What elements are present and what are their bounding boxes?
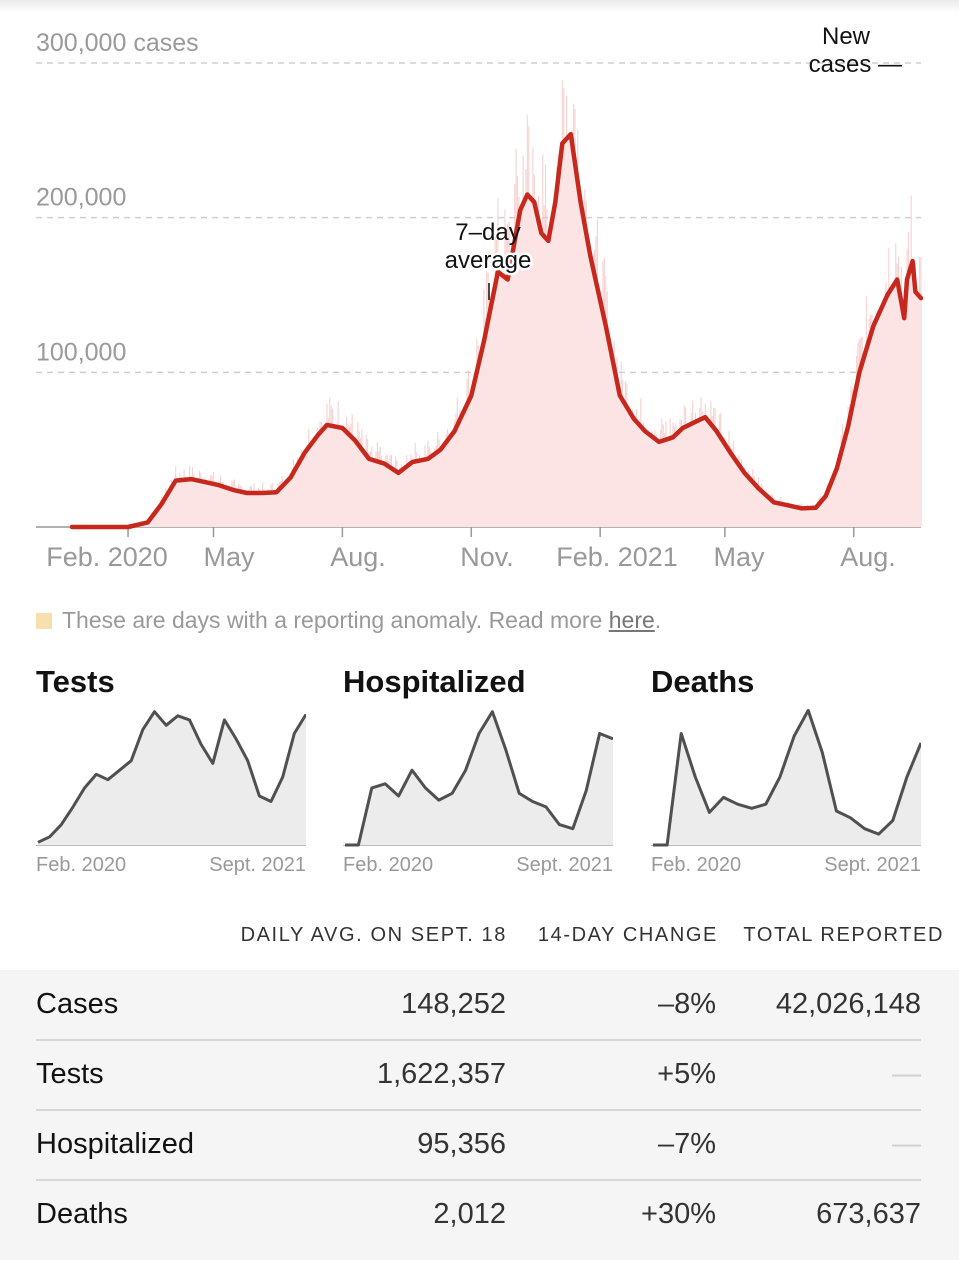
- summary-table: Cases 148,252 –8% 42,026,148 Tests 1,622…: [0, 970, 959, 1260]
- y-axis-labels: 300,000 cases 200,000 100,000: [36, 29, 199, 366]
- header-14-day-change: 14-DAY CHANGE: [537, 924, 718, 946]
- average-area: [72, 134, 921, 527]
- mini-chart-deaths: Deaths Feb. 2020 Sept. 2021: [651, 664, 941, 884]
- legend-text: These are days with a reporting anomaly.…: [62, 607, 603, 633]
- x-tick-label: Aug.: [840, 542, 896, 572]
- mini-x-start: Feb. 2020: [36, 854, 127, 876]
- mini-chart-hospitalized: Hospitalized Feb. 2020 Sept. 2021: [343, 664, 633, 884]
- y-tick-label: 200,000: [36, 184, 126, 212]
- anomaly-legend: These are days with a reporting anomaly.…: [36, 607, 661, 634]
- anomaly-swatch: [36, 612, 52, 629]
- average-annotation-line2: average: [445, 247, 532, 274]
- read-more-link[interactable]: here: [608, 607, 655, 633]
- new-cases-annotation-line1: New: [822, 23, 871, 50]
- y-tick-label: 100,000: [36, 338, 126, 366]
- row-change: +30%: [641, 1198, 716, 1230]
- table-row-tests: Tests 1,622,357 +5% —: [36, 1040, 921, 1111]
- x-tick-label: Feb. 2021: [556, 542, 678, 572]
- row-daily-avg: 1,622,357: [376, 1058, 506, 1090]
- table-row-cases: Cases 148,252 –8% 42,026,148: [36, 970, 921, 1041]
- row-change: –7%: [657, 1128, 716, 1160]
- header-daily-avg: DAILY AVG. ON SEPT. 18: [240, 924, 507, 946]
- mini-plot-tests: [36, 710, 306, 846]
- x-tick-label: May: [713, 542, 765, 572]
- table-row-hospitalized: Hospitalized 95,356 –7% —: [36, 1110, 921, 1181]
- row-name: Hospitalized: [36, 1128, 194, 1160]
- new-cases-annotation-line2: cases —: [809, 51, 902, 78]
- x-tick-label: May: [203, 542, 255, 572]
- mini-line: [37, 710, 306, 844]
- mini-area: [345, 711, 613, 845]
- mini-area: [38, 711, 306, 845]
- mini-title-tests: Tests: [36, 664, 115, 699]
- row-name: Tests: [36, 1058, 104, 1090]
- mini-plot-hospitalized: [343, 710, 613, 847]
- table-row-deaths: Deaths 2,012 +30% 673,637: [36, 1180, 921, 1249]
- average-annotation-line1: 7–day: [455, 219, 520, 246]
- row-daily-avg: 148,252: [401, 988, 506, 1020]
- row-name: Cases: [36, 988, 119, 1020]
- cases-chart: Feb. 2020 May Aug. Nov. Feb. 2021 May Aug. 300…: [36, 23, 924, 572]
- header-total-reported: TOTAL REPORTED: [743, 924, 944, 946]
- row-total: —: [892, 1058, 921, 1090]
- mini-area: [653, 710, 921, 845]
- x-tick-label: Nov.: [460, 542, 514, 572]
- y-tick-label: 300,000 cases: [36, 29, 199, 57]
- mini-x-end: Sept. 2021: [209, 854, 306, 876]
- x-tick-label: Aug.: [330, 542, 386, 572]
- x-axis: Feb. 2020 May Aug. Nov. Feb. 2021 May Aug.: [46, 527, 896, 572]
- row-total: 673,637: [816, 1198, 921, 1230]
- row-daily-avg: 2,012: [433, 1198, 506, 1230]
- row-name: Deaths: [36, 1198, 128, 1230]
- mini-line: [345, 710, 613, 847]
- seven-day-average-line: [69, 131, 924, 530]
- mini-chart-tests: Tests Feb. 2020 Sept. 2021: [36, 664, 326, 884]
- row-total: —: [892, 1128, 921, 1160]
- row-total: 42,026,148: [775, 988, 921, 1020]
- table-column-headers: DAILY AVG. ON SEPT. 18 14-DAY CHANGE TOT…: [0, 924, 959, 954]
- row-daily-avg: 95,356: [417, 1128, 506, 1160]
- legend-end: .: [654, 607, 662, 633]
- mini-x-start: Feb. 2020: [343, 854, 434, 876]
- mini-title-deaths: Deaths: [651, 664, 755, 699]
- mini-x-end: Sept. 2021: [824, 854, 921, 876]
- mini-title-hospitalized: Hospitalized: [343, 664, 526, 699]
- mini-plot-deaths: [651, 708, 921, 847]
- top-shadow: [0, 0, 959, 12]
- row-change: –8%: [657, 988, 716, 1020]
- mini-line: [653, 708, 921, 847]
- x-tick-label: Feb. 2020: [46, 542, 168, 572]
- row-change: +5%: [657, 1058, 716, 1090]
- mini-x-end: Sept. 2021: [516, 854, 613, 876]
- mini-x-start: Feb. 2020: [651, 854, 742, 876]
